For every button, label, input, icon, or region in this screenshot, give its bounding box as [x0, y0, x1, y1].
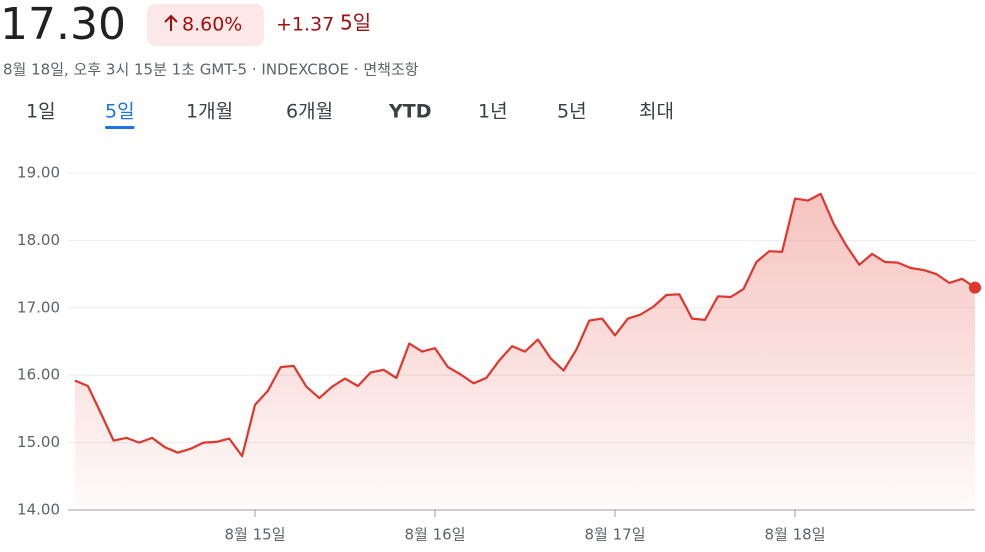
- tab[interactable]: 5일: [105, 101, 135, 123]
- up-arrow: [164, 14, 178, 31]
- y-tick-label: 18.00: [17, 231, 60, 249]
- x-tick-label: 8월 17일: [585, 526, 646, 544]
- x-tick-label: 8월 18일: [765, 526, 826, 544]
- x-tick-label: 8월 15일: [225, 526, 286, 544]
- y-tick-label: 16.00: [17, 366, 60, 384]
- y-tick-label: 19.00: [17, 164, 60, 182]
- tab[interactable]: 1개월: [186, 101, 233, 123]
- tab[interactable]: 1일: [26, 101, 56, 123]
- tab[interactable]: 5년: [557, 101, 587, 123]
- line: [74, 192, 976, 458]
- plot: 14.00 15.00 16.00 17.00 18.00 19.00 8월 15일 8월 1…: [17, 164, 981, 544]
- tabs: 1일 5일 1개월 6개월 YTD 1년 5년 최대: [26, 101, 674, 129]
- change-percent: 8.60%: [182, 14, 242, 36]
- tab[interactable]: 6개월: [286, 101, 333, 123]
- tab-indicator: [105, 126, 135, 129]
- tab[interactable]: 1년: [478, 101, 508, 123]
- tab[interactable]: 최대: [639, 101, 674, 123]
- tab[interactable]: YTD: [388, 101, 432, 123]
- y-tick-label: 17.00: [17, 298, 60, 316]
- change-badge: [147, 4, 264, 46]
- price: 17.30: [0, 0, 126, 50]
- x-tick-label: 8월 16일: [405, 526, 466, 544]
- y-tick-label: 15.00: [17, 433, 60, 451]
- period: 5일: [340, 11, 371, 35]
- subtitle: 8월 18일, 오후 3시 15분 1초 GMT-5 · INDEXCBOE ·…: [3, 61, 419, 79]
- y-tick-label: 14.00: [17, 501, 60, 519]
- last-point: [969, 281, 981, 294]
- change: +1.37: [276, 14, 334, 36]
